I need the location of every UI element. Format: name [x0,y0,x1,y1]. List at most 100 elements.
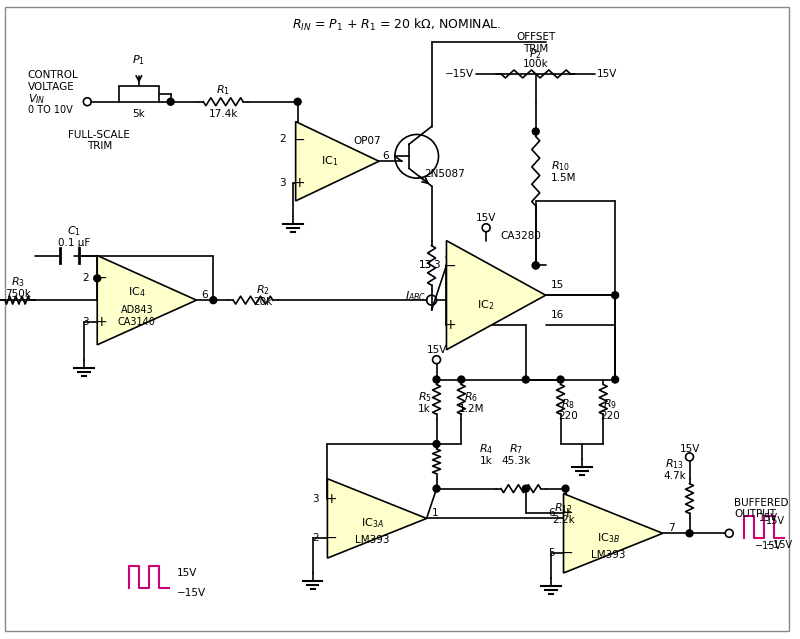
Text: $R_{11}$: $R_{11}$ [445,249,463,263]
Text: 15V: 15V [426,345,446,355]
Circle shape [557,376,564,383]
Text: 750k: 750k [5,289,30,299]
Text: 15V: 15V [476,213,496,223]
Text: 3: 3 [312,493,319,504]
Text: 4.7k: 4.7k [445,263,467,272]
Polygon shape [98,256,197,345]
Bar [119,86,158,102]
Text: $R_{13}$: $R_{13}$ [665,457,684,471]
Text: 17.4k: 17.4k [209,109,238,119]
Circle shape [562,485,569,492]
Circle shape [612,292,618,298]
Circle shape [686,530,693,537]
Text: −: − [326,531,337,545]
Circle shape [433,376,440,383]
Text: +: + [326,491,337,505]
Text: 0 TO 10V: 0 TO 10V [28,105,73,115]
Text: −: − [95,272,107,286]
Text: 1: 1 [431,509,438,518]
Text: LM393: LM393 [591,550,626,560]
Text: 45.3k: 45.3k [502,456,530,466]
Text: −: − [445,258,456,272]
Text: $R_8$: $R_8$ [562,397,575,412]
Text: −: − [294,132,306,146]
Text: 16: 16 [550,310,564,320]
Text: IC$_4$: IC$_4$ [128,286,146,299]
Polygon shape [446,241,546,350]
Text: 15V: 15V [598,69,618,79]
Text: 100k: 100k [523,59,549,69]
Text: $R_{12}$: $R_{12}$ [554,502,573,516]
Text: IC$_{3A}$: IC$_{3A}$ [361,516,383,530]
Text: −15V: −15V [766,540,793,550]
Text: 3: 3 [82,317,89,327]
Text: 6: 6 [202,290,208,300]
Text: $R_6$: $R_6$ [464,390,478,404]
Text: 220: 220 [600,412,620,421]
Text: 6: 6 [382,151,389,161]
Text: +: + [562,507,574,520]
Text: $R_9$: $R_9$ [603,397,618,412]
Text: $C_1$: $C_1$ [67,224,82,238]
Text: 5: 5 [548,548,555,558]
Circle shape [94,275,101,282]
Text: AD843: AD843 [121,305,154,315]
Text: 0.1 μF: 0.1 μF [58,238,90,247]
Text: IC$_1$: IC$_1$ [321,155,338,168]
Text: $P_1$: $P_1$ [133,53,146,67]
Circle shape [522,485,530,492]
Text: $R_4$: $R_4$ [479,442,494,456]
Text: 7: 7 [668,523,674,534]
Text: −: − [562,546,574,560]
Text: $I_{ABC}$: $I_{ABC}$ [406,289,426,303]
Text: IC$_2$: IC$_2$ [478,298,494,312]
Text: 1k: 1k [480,456,493,466]
Text: +: + [445,318,456,332]
Text: $V_{IN}$: $V_{IN}$ [28,92,46,105]
Text: 15: 15 [550,281,564,290]
Text: $P_2$: $P_2$ [530,47,542,61]
Text: $R_{IN}$ = $P_1$ + $R_1$ = 20 k$\Omega$, NOMINAL.: $R_{IN}$ = $P_1$ + $R_1$ = 20 k$\Omega$,… [292,17,502,33]
Text: 13: 13 [418,261,431,270]
Polygon shape [563,493,662,573]
Text: +: + [95,315,107,329]
Polygon shape [327,479,426,558]
Text: 2: 2 [312,534,319,543]
Text: OP07: OP07 [354,136,381,146]
Text: 6: 6 [548,509,555,518]
Text: 2: 2 [82,273,89,283]
Circle shape [532,262,539,269]
Text: IC$_{3B}$: IC$_{3B}$ [597,532,620,545]
Circle shape [167,98,174,105]
Text: −15V: −15V [445,69,474,79]
Polygon shape [296,121,379,201]
Circle shape [294,98,301,105]
Text: CONTROL
VOLTAGE: CONTROL VOLTAGE [28,70,78,91]
Text: $R_3$: $R_3$ [11,275,25,289]
Text: 20k: 20k [254,297,273,307]
Text: OFFSET
TRIM: OFFSET TRIM [516,33,555,54]
Circle shape [458,376,465,383]
Text: −15V: −15V [177,588,206,598]
Text: 3: 3 [279,178,286,188]
Text: 220: 220 [558,412,578,421]
Text: 1.2M: 1.2M [458,404,484,414]
Text: 2N5087: 2N5087 [424,169,465,179]
Circle shape [433,440,440,447]
Text: +: + [294,176,306,190]
Text: 15V: 15V [766,516,785,527]
Text: CA3280: CA3280 [501,231,542,241]
Circle shape [210,296,217,304]
Text: LM393: LM393 [354,535,390,545]
Text: $R_2$: $R_2$ [256,283,270,297]
Text: $R_7$: $R_7$ [509,442,523,456]
Text: 3: 3 [434,261,440,270]
Text: 13: 13 [418,261,431,270]
Text: FULL-SCALE
TRIM: FULL-SCALE TRIM [68,130,130,151]
Circle shape [522,376,530,383]
Text: $R_5$: $R_5$ [418,390,432,404]
Circle shape [532,262,539,269]
Circle shape [532,128,539,135]
Text: 1k: 1k [418,404,431,414]
Text: 5k: 5k [133,109,146,119]
